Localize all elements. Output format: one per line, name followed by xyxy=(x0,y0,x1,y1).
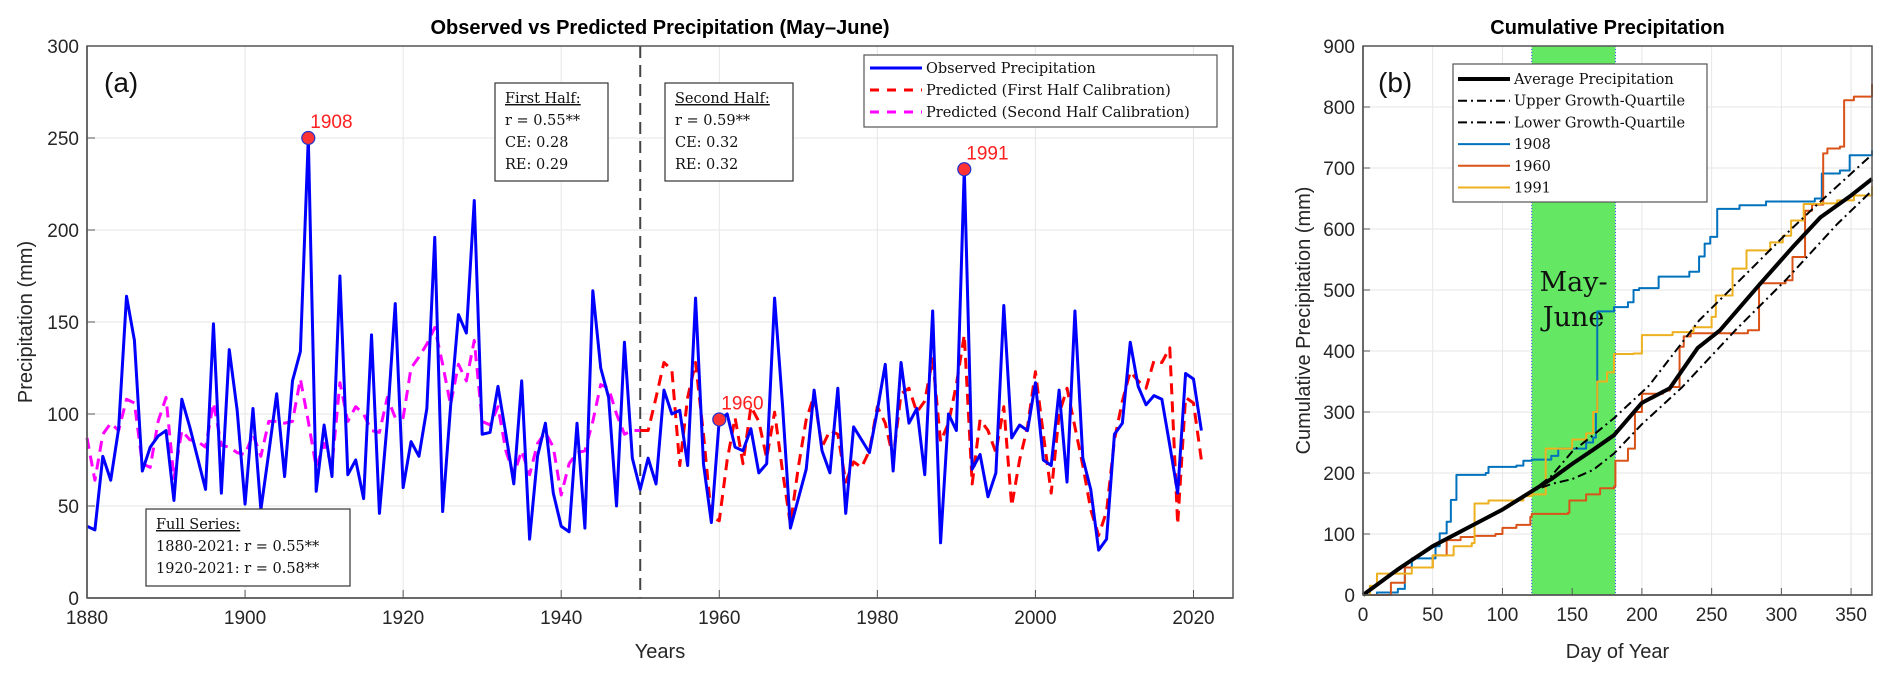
panel-a-label: (a) xyxy=(104,67,138,98)
panel-b-ticks: 0 50 100 150 200 250 300 350 0 100 200 300 400 500 600… xyxy=(1323,37,1872,626)
x-tick-label: 1960 xyxy=(698,608,740,629)
y-tick-label: 0 xyxy=(1344,586,1355,607)
x-tick-label: 100 xyxy=(1487,605,1519,626)
legend-entry: Upper Growth-Quartile xyxy=(1514,94,1685,110)
highlight-marker xyxy=(301,130,316,146)
annotation-line: r = 0.55** xyxy=(505,113,581,129)
y-tick-label: 100 xyxy=(1323,525,1355,546)
band-label-line2: June xyxy=(1540,302,1605,333)
y-tick-label: 800 xyxy=(1323,98,1355,119)
y-tick-label: 900 xyxy=(1323,37,1355,58)
annotation-line: r = 0.59** xyxy=(675,113,751,129)
panel-a-ylabel: Precipitation (mm) xyxy=(15,241,37,403)
y-tick-label: 700 xyxy=(1323,159,1355,180)
annotation-line: RE: 0.32 xyxy=(675,157,738,173)
highlight-label: 1991 xyxy=(966,143,1008,164)
panel-a-ticks: 1880 1900 1920 1940 1960 1980 2000 2020 0 50 100 15… xyxy=(47,37,1233,629)
second-half-stats-box: Second Half: r = 0.59** CE: 0.32 RE: 0.32 xyxy=(664,82,794,182)
y-tick-label: 100 xyxy=(47,405,79,426)
x-tick-label: 200 xyxy=(1626,605,1658,626)
band-label-line1: May- xyxy=(1540,267,1608,298)
legend-frame xyxy=(863,54,1218,128)
panel-a-legend: Observed Precipitation Predicted (First H… xyxy=(863,54,1218,128)
x-tick-label: 350 xyxy=(1835,605,1867,626)
annotation-line: 1880-2021: r = 0.55** xyxy=(156,539,320,555)
legend-entry: 1991 xyxy=(1514,181,1551,197)
y-tick-label: 500 xyxy=(1323,281,1355,302)
x-tick-label: 1980 xyxy=(856,608,898,629)
x-tick-label: 2020 xyxy=(1172,608,1214,629)
x-tick-label: 50 xyxy=(1422,605,1443,626)
annotation-line: CE: 0.32 xyxy=(675,135,738,151)
x-tick-label: 1900 xyxy=(224,608,266,629)
panel-b-series xyxy=(1361,83,1874,597)
series-line-predicted-first-half-calibration- xyxy=(640,333,1203,537)
y-tick-label: 150 xyxy=(47,313,79,334)
panel-a: 1908 1960 1991 1880 1900 1920 1940 1960 1980 200… xyxy=(15,17,1234,663)
y-tick-label: 250 xyxy=(47,129,79,150)
legend-entry: Predicted (Second Half Calibration) xyxy=(926,105,1190,121)
y-tick-label: 200 xyxy=(1323,464,1355,485)
annotation-heading: Full Series: xyxy=(156,517,240,533)
panel-a-series: 1908 1960 1991 xyxy=(85,112,1203,552)
highlight-label: 1908 xyxy=(310,112,352,133)
legend-entry: Predicted (First Half Calibration) xyxy=(926,83,1171,99)
full-series-stats-box: Full Series: 1880-2021: r = 0.55** 1920-20… xyxy=(145,508,351,587)
x-tick-label: 1940 xyxy=(540,608,582,629)
series-line-average-precipitation xyxy=(1361,177,1874,597)
highlight-marker xyxy=(957,162,972,177)
annotation-line: 1920-2021: r = 0.58** xyxy=(156,561,320,577)
series-line-upper-growth-quartile xyxy=(1362,153,1873,596)
x-tick-label: 1880 xyxy=(66,608,108,629)
series-line-observed-precipitation xyxy=(86,136,1203,552)
x-tick-label: 150 xyxy=(1556,605,1588,626)
annotation-line: RE: 0.29 xyxy=(505,157,568,173)
x-tick-label: 300 xyxy=(1766,605,1798,626)
y-tick-label: 300 xyxy=(1323,403,1355,424)
x-tick-label: 2000 xyxy=(1014,608,1056,629)
series-line-1908 xyxy=(1363,150,1873,596)
panel-a-annotation-boxes: First Half: r = 0.55** CE: 0.28 RE: 0.29 Sec… xyxy=(145,82,794,587)
series-line-1991 xyxy=(1363,185,1873,596)
y-tick-label: 50 xyxy=(58,497,79,518)
annotation-heading: Second Half: xyxy=(675,91,770,107)
legend-entry: 1908 xyxy=(1514,137,1551,153)
panel-b-label: (b) xyxy=(1378,67,1412,98)
panel-b-xlabel: Day of Year xyxy=(1566,641,1670,663)
y-tick-label: 400 xyxy=(1323,342,1355,363)
annotation-line: CE: 0.28 xyxy=(505,135,568,151)
annotation-heading: First Half: xyxy=(505,91,581,107)
legend-frame xyxy=(1452,63,1708,203)
series-line-1960 xyxy=(1363,83,1873,596)
panel-b-title: Cumulative Precipitation xyxy=(1490,17,1725,39)
y-tick-label: 200 xyxy=(47,221,79,242)
panel-a-xlabel: Years xyxy=(635,641,685,663)
annotation-box-frame xyxy=(494,82,609,182)
x-tick-label: 0 xyxy=(1358,605,1369,626)
y-tick-label: 600 xyxy=(1323,220,1355,241)
panel-b-legend: Average Precipitation Upper Growth-Quarti… xyxy=(1452,63,1708,203)
y-tick-label: 300 xyxy=(47,37,79,58)
annotation-box-frame xyxy=(145,508,351,587)
first-half-stats-box: First Half: r = 0.55** CE: 0.28 RE: 0.29 xyxy=(494,82,609,182)
highlight-label: 1960 xyxy=(721,394,763,415)
y-tick-label: 0 xyxy=(68,589,79,610)
legend-entry: Average Precipitation xyxy=(1513,72,1674,88)
panel-b-ylabel: Cumulative Precipitation (mm) xyxy=(1293,187,1315,455)
highlight-marker xyxy=(712,412,727,427)
legend-entry: Lower Growth-Quartile xyxy=(1514,115,1685,131)
x-tick-label: 250 xyxy=(1696,605,1728,626)
panel-b: May- June 0 50 100 150 200 250 300 350 0 100 200 300… xyxy=(1293,17,1874,663)
legend-entry: 1960 xyxy=(1514,159,1551,175)
annotation-box-frame xyxy=(664,82,794,182)
legend-entry: Observed Precipitation xyxy=(926,61,1096,77)
panel-a-title: Observed vs Predicted Precipitation (May… xyxy=(430,17,889,39)
x-tick-label: 1920 xyxy=(382,608,424,629)
